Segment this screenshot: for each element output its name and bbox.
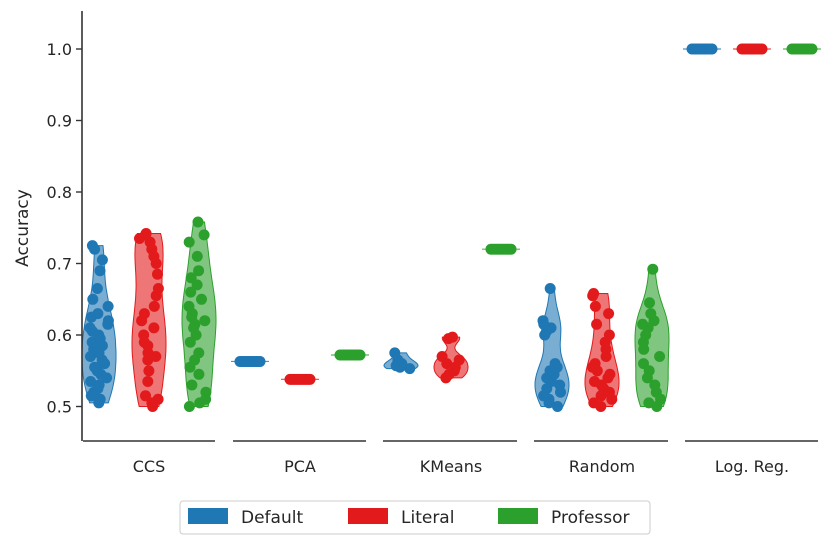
x-tick-label: KMeans	[420, 457, 482, 476]
data-point	[191, 250, 203, 262]
data-point	[152, 268, 163, 280]
data-point	[192, 216, 204, 228]
x-tick-label: PCA	[284, 457, 316, 476]
data-point	[102, 315, 114, 327]
data-point	[644, 297, 655, 309]
data-point	[93, 379, 105, 391]
data-point	[185, 272, 197, 284]
data-point	[193, 368, 205, 380]
data-point	[806, 43, 818, 55]
data-point	[706, 43, 718, 55]
data-point	[96, 254, 108, 266]
data-point	[183, 300, 195, 312]
legend-label: Literal	[401, 508, 454, 528]
data-point	[589, 358, 601, 370]
data-point	[199, 315, 211, 327]
data-point	[138, 308, 150, 320]
data-point	[589, 376, 600, 387]
data-point	[643, 397, 655, 409]
data-point	[756, 43, 768, 55]
legend: Default Literal Professor	[179, 500, 651, 535]
data-point	[152, 283, 164, 294]
data-point	[142, 376, 154, 387]
data-point	[552, 401, 563, 412]
data-point	[604, 368, 616, 380]
data-point	[649, 379, 661, 391]
x-tick-label: Random	[569, 457, 635, 476]
data-point	[505, 243, 517, 255]
y-axis-title: Accuracy	[13, 189, 33, 267]
data-point	[185, 286, 197, 298]
data-point	[404, 363, 416, 375]
data-point	[198, 229, 210, 241]
data-point	[200, 386, 212, 398]
data-point	[89, 361, 101, 373]
data-point	[87, 293, 99, 305]
data-point	[544, 283, 556, 294]
data-point	[254, 355, 266, 367]
data-point	[140, 228, 152, 239]
data-point	[152, 393, 164, 405]
data-point	[193, 347, 205, 359]
data-point	[186, 379, 198, 391]
x-tick-label: Log. Reg.	[715, 457, 789, 476]
data-point	[140, 390, 151, 402]
data-point	[143, 365, 155, 377]
data-point	[85, 376, 97, 387]
data-point	[183, 236, 195, 248]
data-point	[148, 322, 160, 334]
data-point	[549, 358, 561, 370]
data-point	[183, 401, 195, 412]
x-tick-label: CCS	[133, 457, 166, 476]
data-point	[389, 347, 401, 359]
data-point	[94, 265, 106, 277]
data-point	[304, 373, 316, 385]
axes: Accuracy 0.5 0.6 0.7 0.8 0.9 1.0 CCS PCA KMeans R…	[13, 11, 818, 476]
y-tick-label: 0.8	[47, 183, 72, 202]
y-tick-label: 0.5	[47, 398, 72, 417]
data-point	[94, 393, 106, 405]
data-point	[637, 318, 649, 330]
legend-swatch	[498, 508, 538, 524]
data-point	[603, 308, 615, 320]
y-tick-label: 0.7	[47, 255, 72, 274]
plot-area	[81, 43, 821, 412]
data-point	[647, 263, 659, 275]
data-point	[436, 351, 448, 362]
y-tick-label: 1.0	[47, 40, 72, 59]
data-point	[91, 283, 103, 294]
y-tick-label: 0.6	[47, 326, 72, 345]
data-point	[654, 351, 666, 362]
data-point	[84, 322, 96, 334]
data-point	[554, 379, 566, 391]
data-point	[148, 300, 160, 312]
legend-label: Professor	[551, 508, 630, 528]
data-point	[603, 329, 615, 341]
data-point	[591, 318, 603, 330]
data-point	[138, 329, 150, 341]
data-point	[453, 354, 465, 366]
legend-swatch	[188, 508, 228, 524]
data-point	[92, 308, 104, 320]
data-point	[645, 308, 657, 320]
y-tick-label: 0.9	[47, 112, 72, 131]
data-point	[537, 315, 549, 327]
data-point	[638, 358, 649, 370]
legend-label: Default	[241, 508, 303, 528]
data-point	[196, 293, 207, 305]
data-point	[588, 397, 600, 409]
legend-swatch	[348, 508, 388, 524]
data-point	[588, 288, 600, 299]
data-point	[102, 300, 114, 312]
data-point	[589, 300, 601, 312]
data-point	[86, 240, 98, 252]
data-point	[193, 265, 205, 277]
data-point	[447, 331, 458, 343]
data-point	[354, 349, 366, 361]
